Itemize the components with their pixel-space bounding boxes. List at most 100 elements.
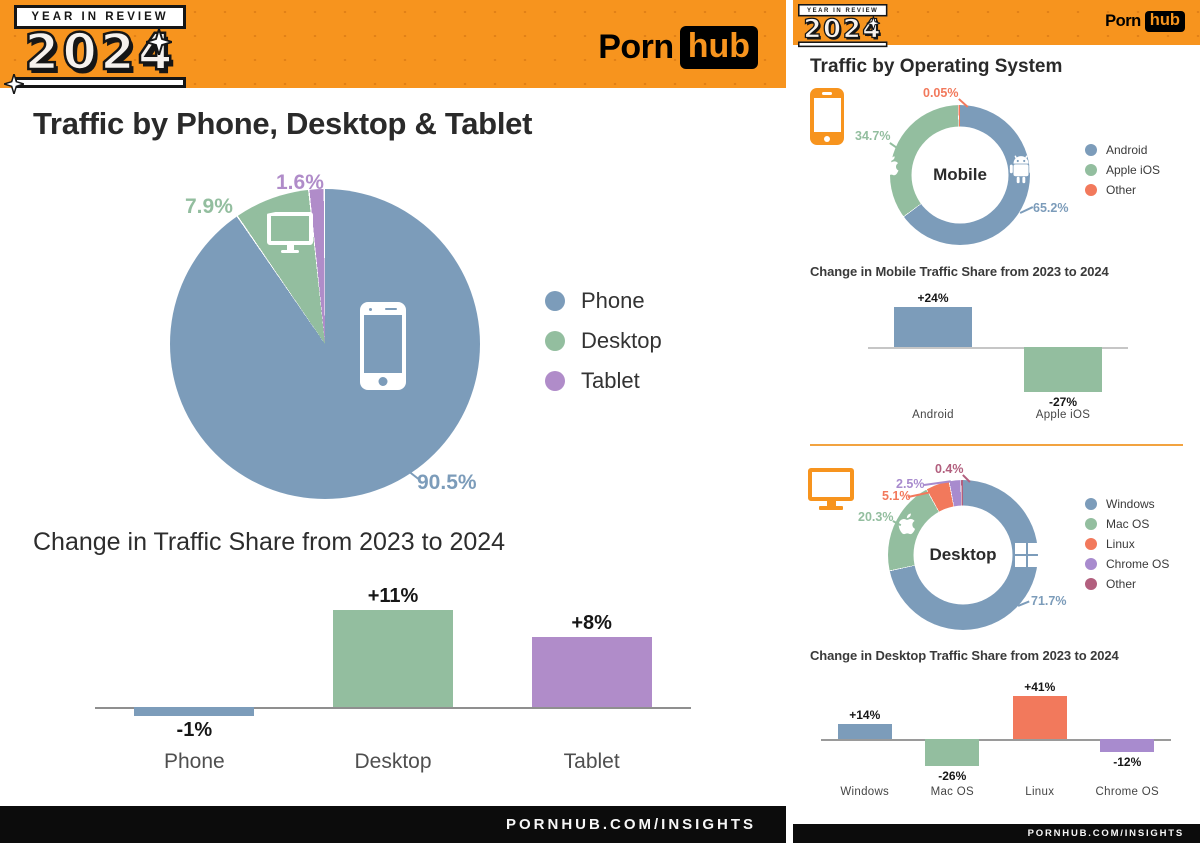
bar-category-mac-os: Mac OS <box>930 786 974 798</box>
monitor-stand <box>826 501 836 506</box>
phone-speaker <box>822 92 832 95</box>
bar-linux <box>1012 695 1067 739</box>
bar-chart-axis <box>95 707 691 709</box>
bar-column-desktop: +11% Desktop <box>294 575 493 775</box>
legend-dot-desktop <box>545 331 565 351</box>
left-header: YEAR IN REVIEW 2024 Porn hub <box>0 0 786 94</box>
bar-column-linux: +41% Linux <box>996 680 1084 805</box>
desktop-label-macos: 20.3% <box>858 510 894 524</box>
desktop-center-label: Desktop <box>929 545 997 564</box>
bar-desktop <box>333 610 453 707</box>
legend-label-android: Android <box>1106 143 1148 157</box>
bar-value-desktop: +11% <box>367 585 419 608</box>
bar-column-chrome-os: -12% Chrome OS <box>1084 680 1172 805</box>
desktop-os-donut-chart: Desktop <box>888 480 1039 630</box>
phone-screen <box>364 315 402 373</box>
mobile-phone-icon <box>810 88 844 145</box>
mobile-change-bar-chart: +24% Android -27% Apple iOS <box>868 291 1128 430</box>
footer-url: PORNHUB.COM/INSIGHTS <box>1027 828 1184 839</box>
legend-dot-other <box>1085 184 1097 196</box>
bar-value-phone: -1% <box>176 718 213 741</box>
mobile-center-label: Mobile <box>933 165 987 184</box>
bar-mac-os <box>925 739 980 767</box>
bar-category-phone: Phone <box>163 750 225 773</box>
legend-label-windows: Windows <box>1106 497 1155 511</box>
mobile-label-android: 65.2% <box>1033 201 1069 215</box>
legend-dot-tablet <box>545 371 565 391</box>
legend-item-linux: Linux <box>1085 537 1169 551</box>
bar-category-windows: Windows <box>840 786 890 798</box>
monitor-base <box>281 250 299 253</box>
section-divider <box>810 444 1183 446</box>
mobile-label-other: 0.05% <box>923 86 959 100</box>
apple-icon <box>883 156 899 176</box>
legend-item-windows: Windows <box>1085 497 1169 511</box>
legend-label-ios: Apple iOS <box>1106 163 1161 177</box>
bar-chart-axis <box>821 739 1171 741</box>
legend-item-other: Other <box>1085 183 1160 197</box>
pie-label-phone: 90.5% <box>417 471 477 494</box>
panel-operating-systems: YEAR IN REVIEW 2024 Porn hub Traffic by … <box>793 0 1200 843</box>
year-in-review-badge: YEAR IN REVIEW 2024 <box>4 5 186 94</box>
legend-item-chromeos: Chrome OS <box>1085 557 1169 571</box>
mobile-change-title: Change in Mobile Traffic Share from 2023… <box>810 264 1109 279</box>
bar-column-tablet: +8% Tablet <box>492 575 691 775</box>
bar-apple-ios <box>1024 347 1102 393</box>
bar-chart-axis <box>868 347 1128 349</box>
legend-label-phone: Phone <box>581 288 645 313</box>
badge-underline <box>798 41 888 47</box>
windows-icon <box>1015 543 1039 567</box>
bar-category-linux: Linux <box>1025 786 1055 798</box>
monitor-base <box>819 506 843 510</box>
badge-year: 2024 <box>803 13 883 44</box>
bar-value-apple-ios: -27% <box>1048 395 1077 410</box>
bar-value-windows: +14% <box>849 708 881 723</box>
sparkle-icon <box>866 16 881 30</box>
bar-chrome-os <box>1100 739 1155 752</box>
desktop-change-title: Change in Desktop Traffic Share from 202… <box>810 648 1119 663</box>
apple-icon <box>898 513 916 535</box>
bar-category-tablet: Tablet <box>563 750 620 773</box>
monitor-stand <box>286 245 294 250</box>
device-legend: Phone Desktop Tablet <box>545 288 662 408</box>
desktop-label-windows: 71.7% <box>1031 594 1067 608</box>
legend-dot-windows <box>1085 498 1097 510</box>
monitor-screen <box>808 468 854 501</box>
legend-dot-linux <box>1085 538 1097 550</box>
android-icon <box>1009 155 1033 184</box>
pie-label-tablet: 1.6% <box>276 171 324 194</box>
device-pie-chart <box>170 189 480 499</box>
legend-dot-android <box>1085 144 1097 156</box>
desktop-label-chromeos: 2.5% <box>896 477 925 491</box>
phone-screen <box>813 98 841 132</box>
phone-camera-dot <box>369 307 372 311</box>
legend-item-phone: Phone <box>545 288 662 314</box>
badge-year: 2024 <box>23 23 176 81</box>
bar-column-windows: +14% Windows <box>821 680 909 805</box>
bar-tablet <box>531 636 652 707</box>
legend-item-ios: Apple iOS <box>1085 163 1160 177</box>
bar-category-desktop: Desktop <box>354 750 432 773</box>
legend-dot-chromeos <box>1085 558 1097 570</box>
badge-label: YEAR IN REVIEW <box>798 4 888 17</box>
pornhub-logo: Porn hub <box>1105 11 1185 32</box>
logo-porn-text: Porn <box>1105 12 1141 30</box>
legend-label-macos: Mac OS <box>1106 517 1150 531</box>
legend-label-other: Other <box>1106 183 1137 197</box>
desktop-label-other: 0.4% <box>935 462 964 476</box>
legend-label-linux: Linux <box>1106 537 1135 551</box>
desktop-monitor-icon <box>808 468 854 510</box>
legend-dot-macos <box>1085 518 1097 530</box>
pie-label-desktop: 7.9% <box>185 195 233 218</box>
bar-windows <box>837 724 892 739</box>
logo-hub-text: hub <box>687 27 750 65</box>
page-title: Traffic by Phone, Desktop & Tablet <box>33 106 533 141</box>
sparkle-icon <box>4 73 24 94</box>
right-title: Traffic by Operating System <box>810 56 1063 77</box>
bar-android <box>894 306 972 347</box>
footer-url: PORNHUB.COM/INSIGHTS <box>505 816 756 833</box>
logo-hub-box: hub <box>679 26 758 69</box>
legend-item-tablet: Tablet <box>545 368 662 394</box>
legend-item-android: Android <box>1085 143 1160 157</box>
legend-dot-phone <box>545 291 565 311</box>
